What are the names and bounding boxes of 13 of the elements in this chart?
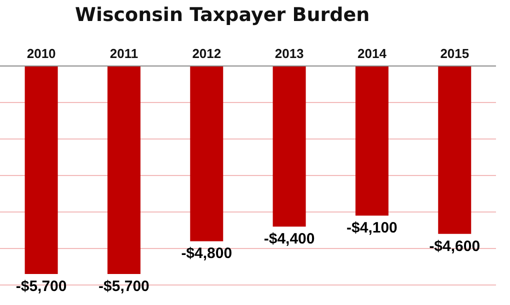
x-tick-label: 2012 xyxy=(192,46,222,61)
x-tick-label: 2015 xyxy=(440,46,470,61)
data-label: -$4,600 xyxy=(429,238,480,255)
chart-title: Wisconsin Taxpayer Burden xyxy=(75,4,370,26)
data-label: -$4,400 xyxy=(264,230,315,248)
data-label: -$5,700 xyxy=(16,278,67,296)
x-tick-label: 2010 xyxy=(26,46,56,61)
data-label: -$4,100 xyxy=(346,220,398,237)
data-label: -$5,700 xyxy=(98,278,150,296)
x-tick-label: 2014 xyxy=(358,46,388,61)
x-tick-label: 2011 xyxy=(110,46,138,61)
x-tick-label: 2013 xyxy=(274,46,304,61)
data-label: -$4,800 xyxy=(181,245,232,262)
